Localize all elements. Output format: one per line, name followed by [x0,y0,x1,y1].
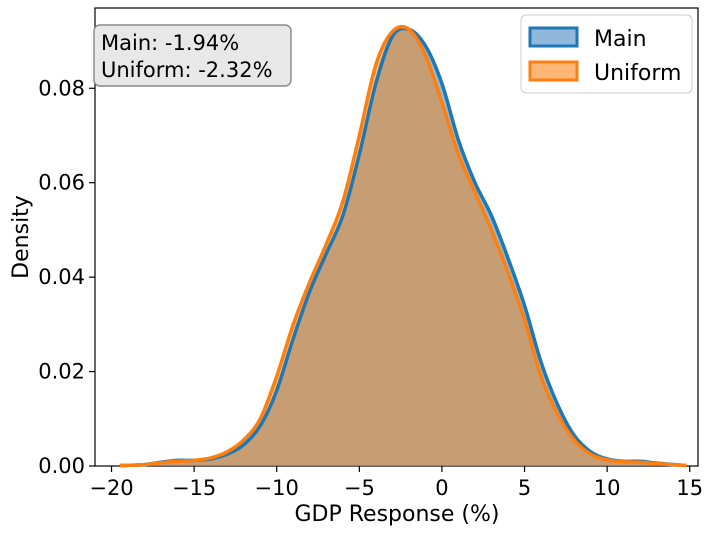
y-tick-label: 0.06 [38,171,85,195]
density-line-uniform [119,24,687,468]
legend-swatch-main [528,26,579,48]
legend-swatch-uniform [528,60,579,82]
x-tick-label: 0 [435,476,448,500]
legend-label-uniform: Uniform [594,61,681,86]
mean-annotation-box: Main: -1.94% Uniform: -2.32% [93,24,292,87]
legend: Main Uniform [520,14,693,94]
y-tick-label: 0.04 [38,265,85,289]
y-tick-label: 0.02 [38,360,85,384]
legend-label-main: Main [594,27,647,52]
annotation-main-mean: Main: -1.94% [101,31,239,55]
x-tick-label: −5 [344,476,375,500]
x-tick-label: −15 [172,476,216,500]
y-axis-label: Density [9,195,34,279]
annotation-uniform-mean: Uniform: -2.32% [101,58,273,82]
x-tick-label: −20 [89,476,133,500]
x-tick-label: −10 [255,476,299,500]
x-tick-label: 5 [518,476,531,500]
y-tick-label: 0.00 [38,454,85,478]
x-axis-ticks: −20 −15 −10 −5 0 5 10 15 [89,466,703,500]
density-areas [119,26,687,467]
density-lines [119,24,687,468]
x-tick-label: 10 [594,476,621,500]
x-axis-label: GDP Response (%) [295,502,500,527]
y-axis-ticks: 0.00 0.02 0.04 0.06 0.08 [38,76,95,478]
annotation-background [93,24,292,87]
density-area-uniform [119,26,687,466]
y-tick-label: 0.08 [38,76,85,100]
x-tick-label: 15 [676,476,703,500]
